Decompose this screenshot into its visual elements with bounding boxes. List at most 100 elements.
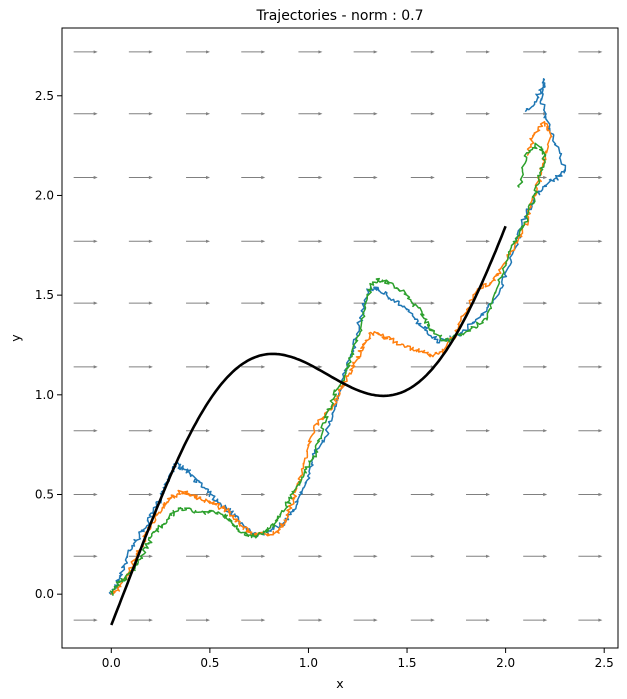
field-arrow xyxy=(353,112,378,116)
field-arrow xyxy=(410,618,435,622)
field-arrow xyxy=(298,492,323,497)
field-arrow xyxy=(466,618,491,622)
field-arrow xyxy=(241,554,266,558)
y-tick-label: 0.5 xyxy=(35,487,54,501)
field-arrow xyxy=(73,429,98,433)
field-arrow xyxy=(241,618,266,622)
field-arrow xyxy=(186,301,211,305)
field-arrow xyxy=(466,554,491,558)
field-arrow xyxy=(353,492,378,497)
field-arrow xyxy=(353,50,378,54)
field-arrow xyxy=(578,112,603,116)
field-arrow xyxy=(241,112,266,116)
field-arrow xyxy=(241,365,266,369)
field-arrow xyxy=(298,112,323,116)
field-arrow xyxy=(466,175,491,180)
field-arrow xyxy=(73,365,98,369)
field-arrow xyxy=(523,239,548,243)
field-arrow xyxy=(353,554,378,558)
field-arrow xyxy=(186,175,211,180)
field-arrow xyxy=(73,301,98,305)
field-arrow xyxy=(523,429,548,433)
field-arrow xyxy=(128,492,153,497)
y-tick-label: 2.0 xyxy=(35,188,54,202)
field-arrow xyxy=(466,239,491,243)
field-arrow xyxy=(410,301,435,305)
x-tick-label: 0.0 xyxy=(102,656,121,670)
field-arrow xyxy=(128,365,153,369)
field-arrow xyxy=(578,492,603,497)
field-arrow xyxy=(578,429,603,433)
field-arrow xyxy=(186,239,211,243)
field-arrow xyxy=(186,618,211,622)
field-arrow xyxy=(410,365,435,369)
plot-area xyxy=(61,27,619,649)
x-tick-label: 2.0 xyxy=(496,656,515,670)
field-arrow xyxy=(353,175,378,180)
field-arrow xyxy=(353,618,378,622)
field-arrow xyxy=(128,301,153,305)
field-arrow xyxy=(466,492,491,497)
x-axis-label: x xyxy=(336,676,343,691)
field-arrow xyxy=(298,554,323,558)
field-arrow xyxy=(410,554,435,558)
field-arrow xyxy=(298,429,323,433)
x-axis-ticks: 0.0 0.5 1.0 1.5 2.0 2.5 xyxy=(102,648,614,670)
field-arrow xyxy=(73,112,98,116)
vector-field xyxy=(73,50,603,622)
field-arrow xyxy=(241,301,266,305)
x-tick-label: 1.0 xyxy=(299,656,318,670)
field-arrow xyxy=(410,429,435,433)
field-arrow xyxy=(578,301,603,305)
x-tick-label: 1.5 xyxy=(397,656,416,670)
trajectory-line-3 xyxy=(109,142,547,596)
field-arrow xyxy=(466,112,491,116)
field-arrow xyxy=(410,492,435,497)
trajectory-line-1 xyxy=(108,78,567,595)
trajectory-line-2 xyxy=(110,121,553,595)
field-arrow xyxy=(186,112,211,116)
y-tick-label: 0.0 xyxy=(35,587,54,601)
field-arrow xyxy=(186,554,211,558)
field-arrow xyxy=(128,239,153,243)
y-tick-label: 2.5 xyxy=(35,89,54,103)
field-arrow xyxy=(466,365,491,369)
y-axis-ticks: 0.0 0.5 1.0 1.5 2.0 2.5 xyxy=(35,89,62,601)
y-tick-label: 1.5 xyxy=(35,288,54,302)
field-arrow xyxy=(523,50,548,54)
field-arrow xyxy=(523,618,548,622)
field-arrow xyxy=(128,429,153,433)
field-arrow xyxy=(298,50,323,54)
field-arrow xyxy=(523,112,548,116)
field-arrow xyxy=(578,175,603,180)
y-tick-label: 1.0 xyxy=(35,388,54,402)
chart-title: Trajectories - norm : 0.7 xyxy=(255,8,423,24)
field-arrow xyxy=(578,618,603,622)
field-arrow xyxy=(241,429,266,433)
field-arrow xyxy=(73,239,98,243)
field-arrow xyxy=(578,239,603,243)
field-arrow xyxy=(73,554,98,558)
field-arrow xyxy=(578,365,603,369)
field-arrow xyxy=(353,365,378,369)
field-arrow xyxy=(410,175,435,180)
field-arrow xyxy=(128,112,153,116)
x-tick-label: 0.5 xyxy=(200,656,219,670)
field-arrow xyxy=(298,301,323,305)
field-arrow xyxy=(410,50,435,54)
x-tick-label: 2.5 xyxy=(595,656,614,670)
field-arrow xyxy=(186,50,211,54)
field-arrow xyxy=(578,50,603,54)
field-arrow xyxy=(128,618,153,622)
field-arrow xyxy=(128,175,153,180)
field-arrow xyxy=(241,239,266,243)
field-arrow xyxy=(298,175,323,180)
field-arrow xyxy=(578,554,603,558)
field-arrow xyxy=(186,365,211,369)
field-arrow xyxy=(523,175,548,180)
field-arrow xyxy=(523,554,548,558)
plot-frame xyxy=(61,27,619,649)
field-arrow xyxy=(298,618,323,622)
field-arrow xyxy=(523,492,548,497)
